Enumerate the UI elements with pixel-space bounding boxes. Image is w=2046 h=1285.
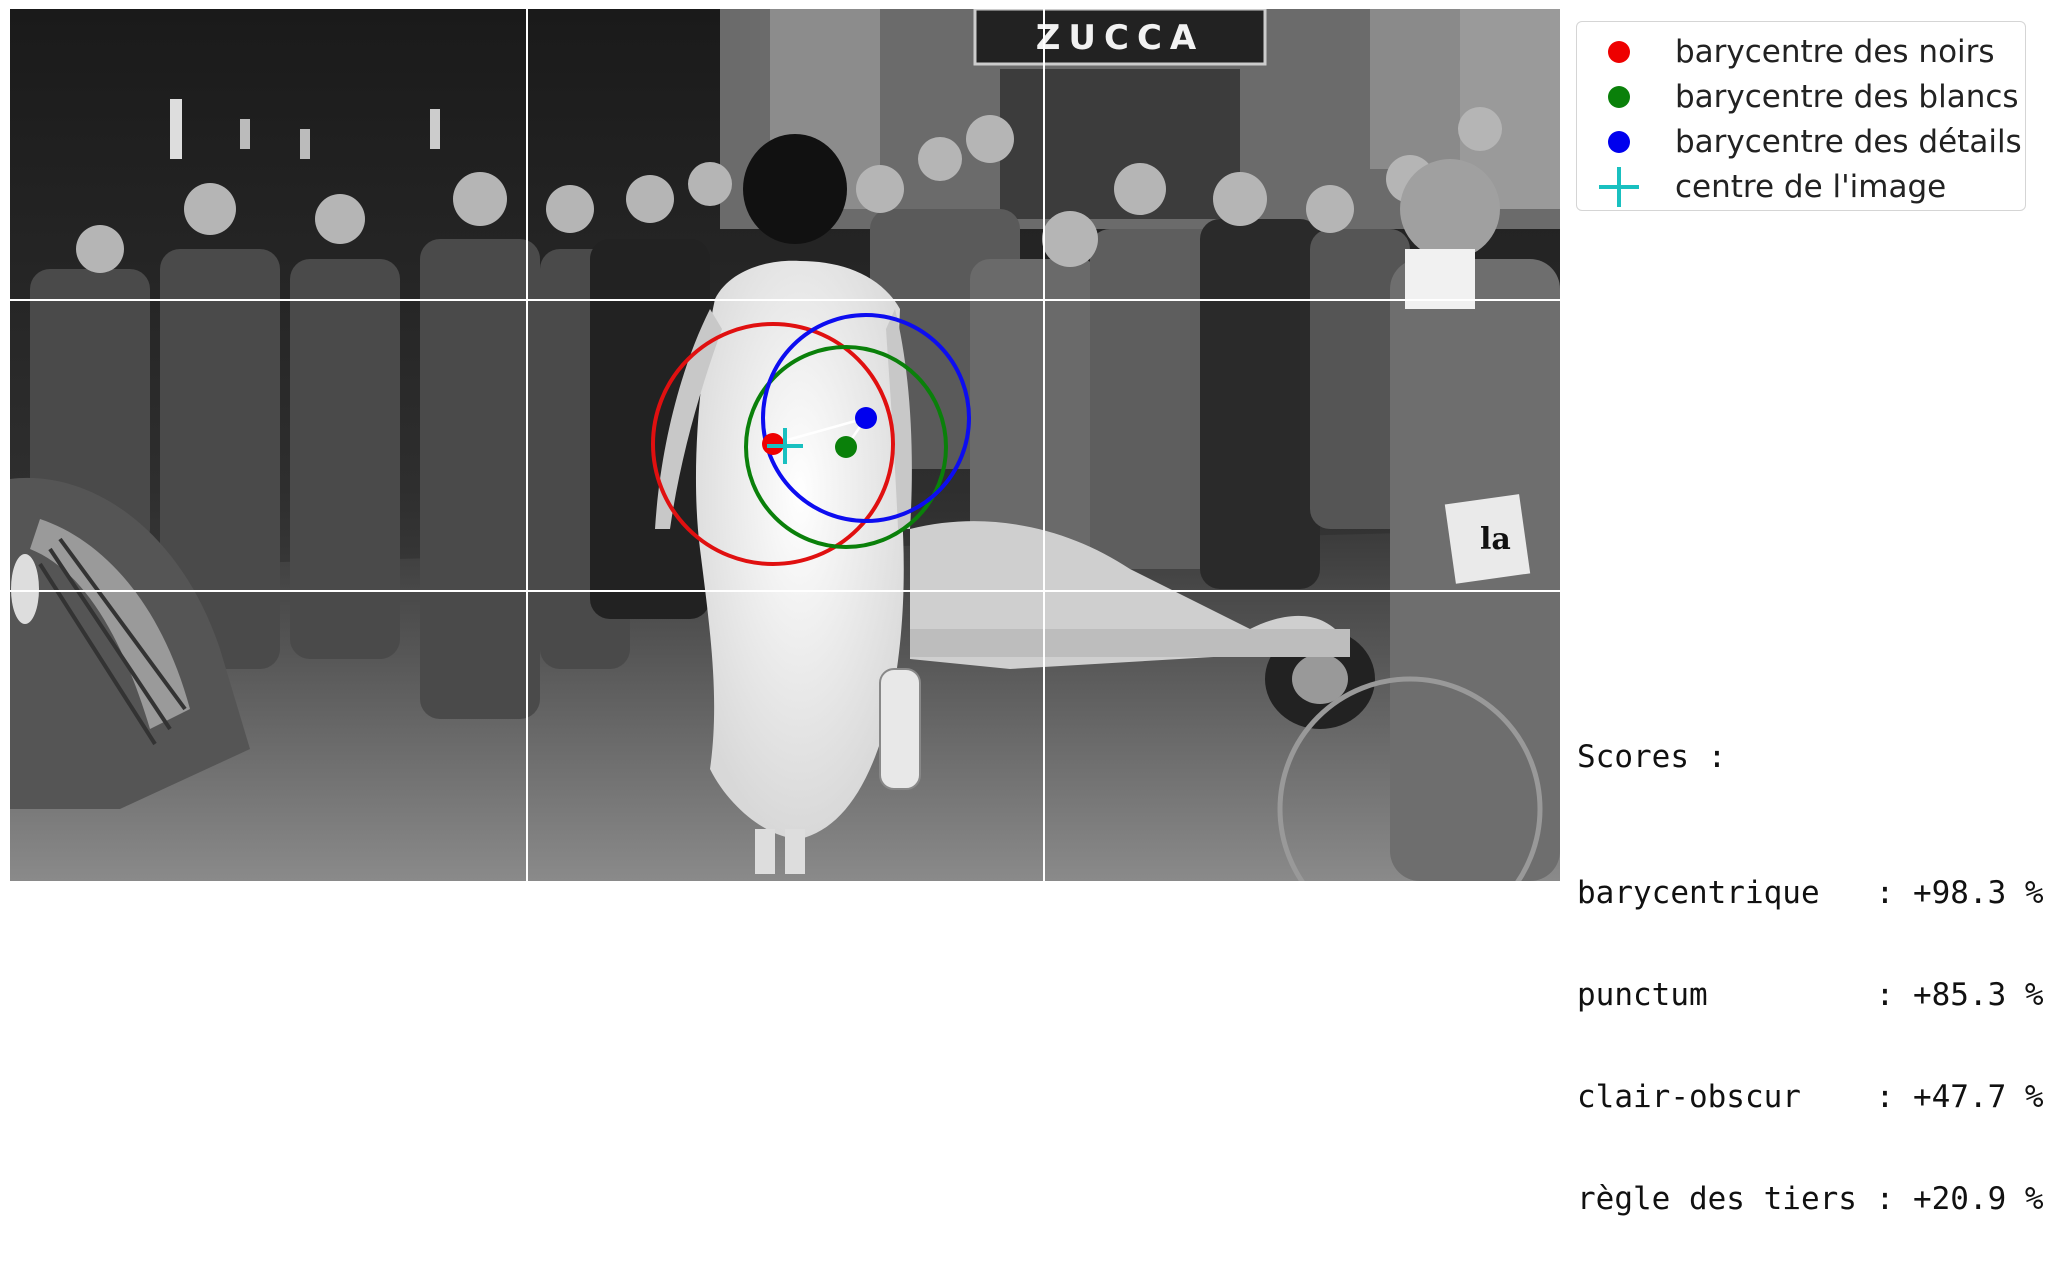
figure-canvas: ZUCCA bbox=[10, 9, 2044, 1216]
scooter bbox=[910, 521, 1375, 729]
bicycle-wheel bbox=[1277, 676, 1543, 881]
legend-label: centre de l'image bbox=[1675, 169, 1947, 205]
score-row-clair-obscur: clair-obscur : +47.7 % bbox=[1577, 1079, 2044, 1115]
legend: barycentre des noirs barycentre des blan… bbox=[1576, 21, 2026, 211]
score-row-punctum: punctum : +85.3 % bbox=[1577, 977, 2044, 1013]
legend-label: barycentre des blancs bbox=[1675, 79, 2019, 115]
scores-panel: Scores : barycentrique : +98.3 % punctum… bbox=[1577, 672, 2044, 1284]
newspaper-text: la bbox=[1480, 522, 1511, 557]
car bbox=[10, 477, 250, 809]
score-row-barycentrique: barycentrique : +98.3 % bbox=[1577, 875, 2044, 911]
green-dot-icon bbox=[1608, 86, 1630, 108]
blue-dot-icon bbox=[1608, 131, 1630, 153]
blancs-dot-icon bbox=[835, 436, 857, 458]
legend-item-details: barycentre des détails bbox=[1577, 122, 2025, 162]
rule-of-thirds-grid bbox=[10, 9, 1560, 881]
woman-white-dress bbox=[655, 134, 921, 874]
details-circle bbox=[761, 313, 971, 523]
red-dot-icon bbox=[1608, 41, 1630, 63]
photo-svg: ZUCCA bbox=[10, 9, 1560, 881]
newspaper bbox=[1444, 494, 1531, 584]
image-center-plus-icon bbox=[767, 428, 803, 464]
crowd: la bbox=[30, 107, 1560, 881]
legend-item-noirs: barycentre des noirs bbox=[1577, 32, 2025, 72]
legend-label: barycentre des détails bbox=[1675, 124, 2022, 160]
zucca-sign-text: ZUCCA bbox=[1036, 18, 1204, 58]
noirs-circle bbox=[651, 322, 895, 566]
details-dot-icon bbox=[855, 407, 877, 429]
barycentre-overlay bbox=[651, 313, 971, 566]
scores-title: Scores : bbox=[1577, 739, 1727, 775]
street-photo: ZUCCA bbox=[10, 9, 1560, 881]
legend-item-blancs: barycentre des blancs bbox=[1577, 77, 2025, 117]
zucca-sign bbox=[973, 9, 1267, 66]
cyan-plus-icon bbox=[1599, 167, 1639, 207]
legend-label: barycentre des noirs bbox=[1675, 34, 1995, 70]
score-row-regle-des-tiers: règle des tiers : +20.9 % bbox=[1577, 1181, 2044, 1217]
legend-item-center: centre de l'image bbox=[1577, 167, 2025, 207]
blancs-circle bbox=[744, 345, 948, 549]
